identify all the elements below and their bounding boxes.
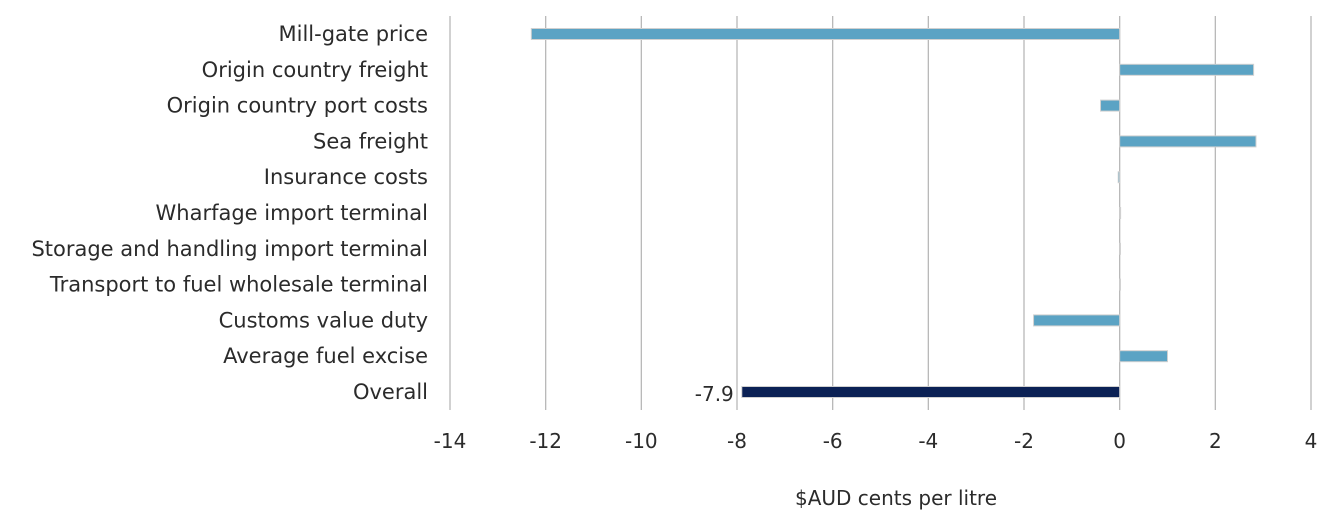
x-tick-label: -4: [918, 429, 938, 453]
bar: [1117, 171, 1121, 184]
category-label: Insurance costs: [264, 165, 428, 189]
bar: [1100, 99, 1121, 112]
category-labels: Mill-gate price Origin country freight Ori…: [31, 22, 428, 404]
x-tick-label: -6: [823, 429, 843, 453]
category-label: Origin country freight: [202, 58, 428, 82]
x-tick-label: -12: [529, 429, 562, 453]
bar: [1119, 242, 1121, 255]
x-tick-label: -2: [1014, 429, 1034, 453]
bar: [1119, 278, 1121, 291]
gridlines: [449, 16, 1312, 410]
x-tick-label: -14: [434, 429, 467, 453]
category-label: Transport to fuel wholesale terminal: [49, 273, 428, 297]
bar: [1033, 314, 1121, 327]
category-label: Average fuel excise: [223, 344, 428, 368]
data-labels: -7.9: [695, 382, 734, 406]
x-tick-label: 2: [1209, 429, 1222, 453]
bar: [530, 28, 1121, 40]
category-label: Sea freight: [313, 129, 428, 153]
x-tick-labels: -14 -12 -10 -8 -6 -4 -2 0 2 4: [434, 429, 1318, 453]
x-tick-label: -10: [625, 429, 658, 453]
x-axis-title: $AUD cents per litre: [795, 486, 997, 510]
category-label: Origin country port costs: [167, 94, 428, 118]
bar: [1119, 350, 1168, 363]
bar: [1119, 135, 1257, 148]
category-label: Overall: [353, 380, 428, 404]
bar: [1119, 63, 1255, 76]
category-label: Wharfage import terminal: [156, 201, 429, 225]
bar: [1119, 207, 1122, 219]
category-label: Storage and handling import terminal: [31, 237, 428, 261]
x-tick-label: 0: [1113, 429, 1126, 453]
x-tick-label: -8: [727, 429, 747, 453]
data-label: -7.9: [695, 382, 734, 406]
category-label: Customs value duty: [219, 308, 428, 332]
bar: [741, 386, 1121, 398]
x-tick-label: 4: [1305, 429, 1318, 453]
bars: [530, 28, 1257, 398]
category-label: Mill-gate price: [279, 22, 429, 46]
